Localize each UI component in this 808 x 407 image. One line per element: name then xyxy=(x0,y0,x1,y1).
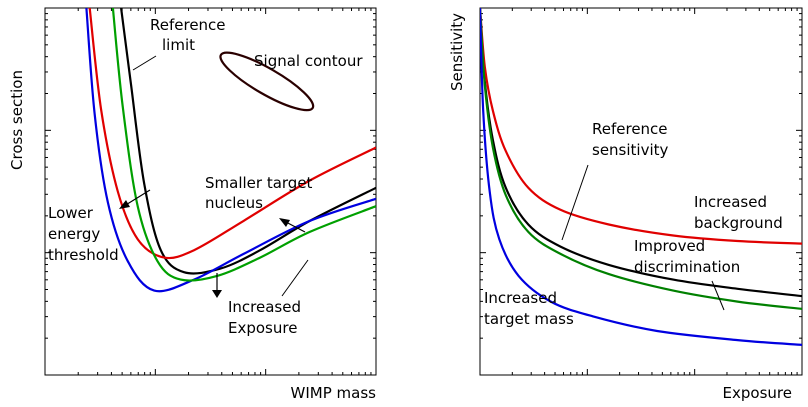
right-panel: Sensitivity Exposure Reference sensitivi… xyxy=(448,7,803,402)
annotation-signal-contour: Signal contour xyxy=(254,52,363,70)
arrowhead-smaller-target xyxy=(279,218,290,227)
leader-reference-sensitivity xyxy=(561,164,589,241)
series-increased-target-mass xyxy=(480,8,802,346)
annotation-lower-threshold: energy xyxy=(48,225,100,243)
annotation-improved-discrimination: Improved xyxy=(634,237,705,255)
left-ticks xyxy=(45,8,376,375)
series-reference-limit xyxy=(120,8,376,275)
annotation-increased-target-mass: Increased xyxy=(484,289,557,307)
annotation-reference-sensitivity: sensitivity xyxy=(592,141,669,159)
series-increased-exposure xyxy=(111,8,376,282)
right-ticks xyxy=(480,8,802,375)
arrowhead-increased-exposure xyxy=(212,290,222,298)
annotation-lower-threshold: threshold xyxy=(48,246,119,264)
right-x-axis-label: Exposure xyxy=(723,384,792,402)
annotation-increased-target-mass: target mass xyxy=(484,310,574,328)
leader-reference-limit xyxy=(132,55,157,71)
arrow-lower-threshold xyxy=(123,189,151,207)
series-improved-discrimination xyxy=(480,8,802,310)
arrowhead-lower-threshold xyxy=(119,200,130,209)
annotation-reference-sensitivity: Reference xyxy=(592,120,668,138)
annotation-increased-background: background xyxy=(694,214,783,232)
left-panel: Cross section WIMP mass Reference limit … xyxy=(8,7,377,402)
annotation-lower-threshold: Lower xyxy=(48,204,94,222)
signal-contour xyxy=(219,51,315,112)
left-y-axis-label: Cross section xyxy=(8,70,26,170)
annotation-reference-limit: Reference xyxy=(150,16,226,34)
left-plot-frame xyxy=(44,7,377,376)
annotation-reference-limit: limit xyxy=(162,36,195,54)
annotation-increased-exposure: Exposure xyxy=(228,319,297,337)
right-plot-frame xyxy=(479,7,803,376)
right-curves xyxy=(480,8,802,346)
annotation-improved-discrimination: discrimination xyxy=(634,258,740,276)
left-x-axis-label: WIMP mass xyxy=(291,384,377,402)
series-smaller-target-nucleus xyxy=(88,8,376,260)
annotation-smaller-target: nucleus xyxy=(205,194,263,212)
annotation-increased-background: Increased xyxy=(694,193,767,211)
leader-increased-exposure xyxy=(281,259,309,297)
annotation-smaller-target: Smaller target xyxy=(205,174,313,192)
annotation-increased-exposure: Increased xyxy=(228,298,301,316)
left-curves xyxy=(85,8,376,293)
leader-improved-discrimination xyxy=(711,280,725,311)
right-y-axis-label: Sensitivity xyxy=(448,13,466,91)
series-increased-background xyxy=(480,8,802,245)
series-lower-energy-threshold xyxy=(85,8,376,293)
